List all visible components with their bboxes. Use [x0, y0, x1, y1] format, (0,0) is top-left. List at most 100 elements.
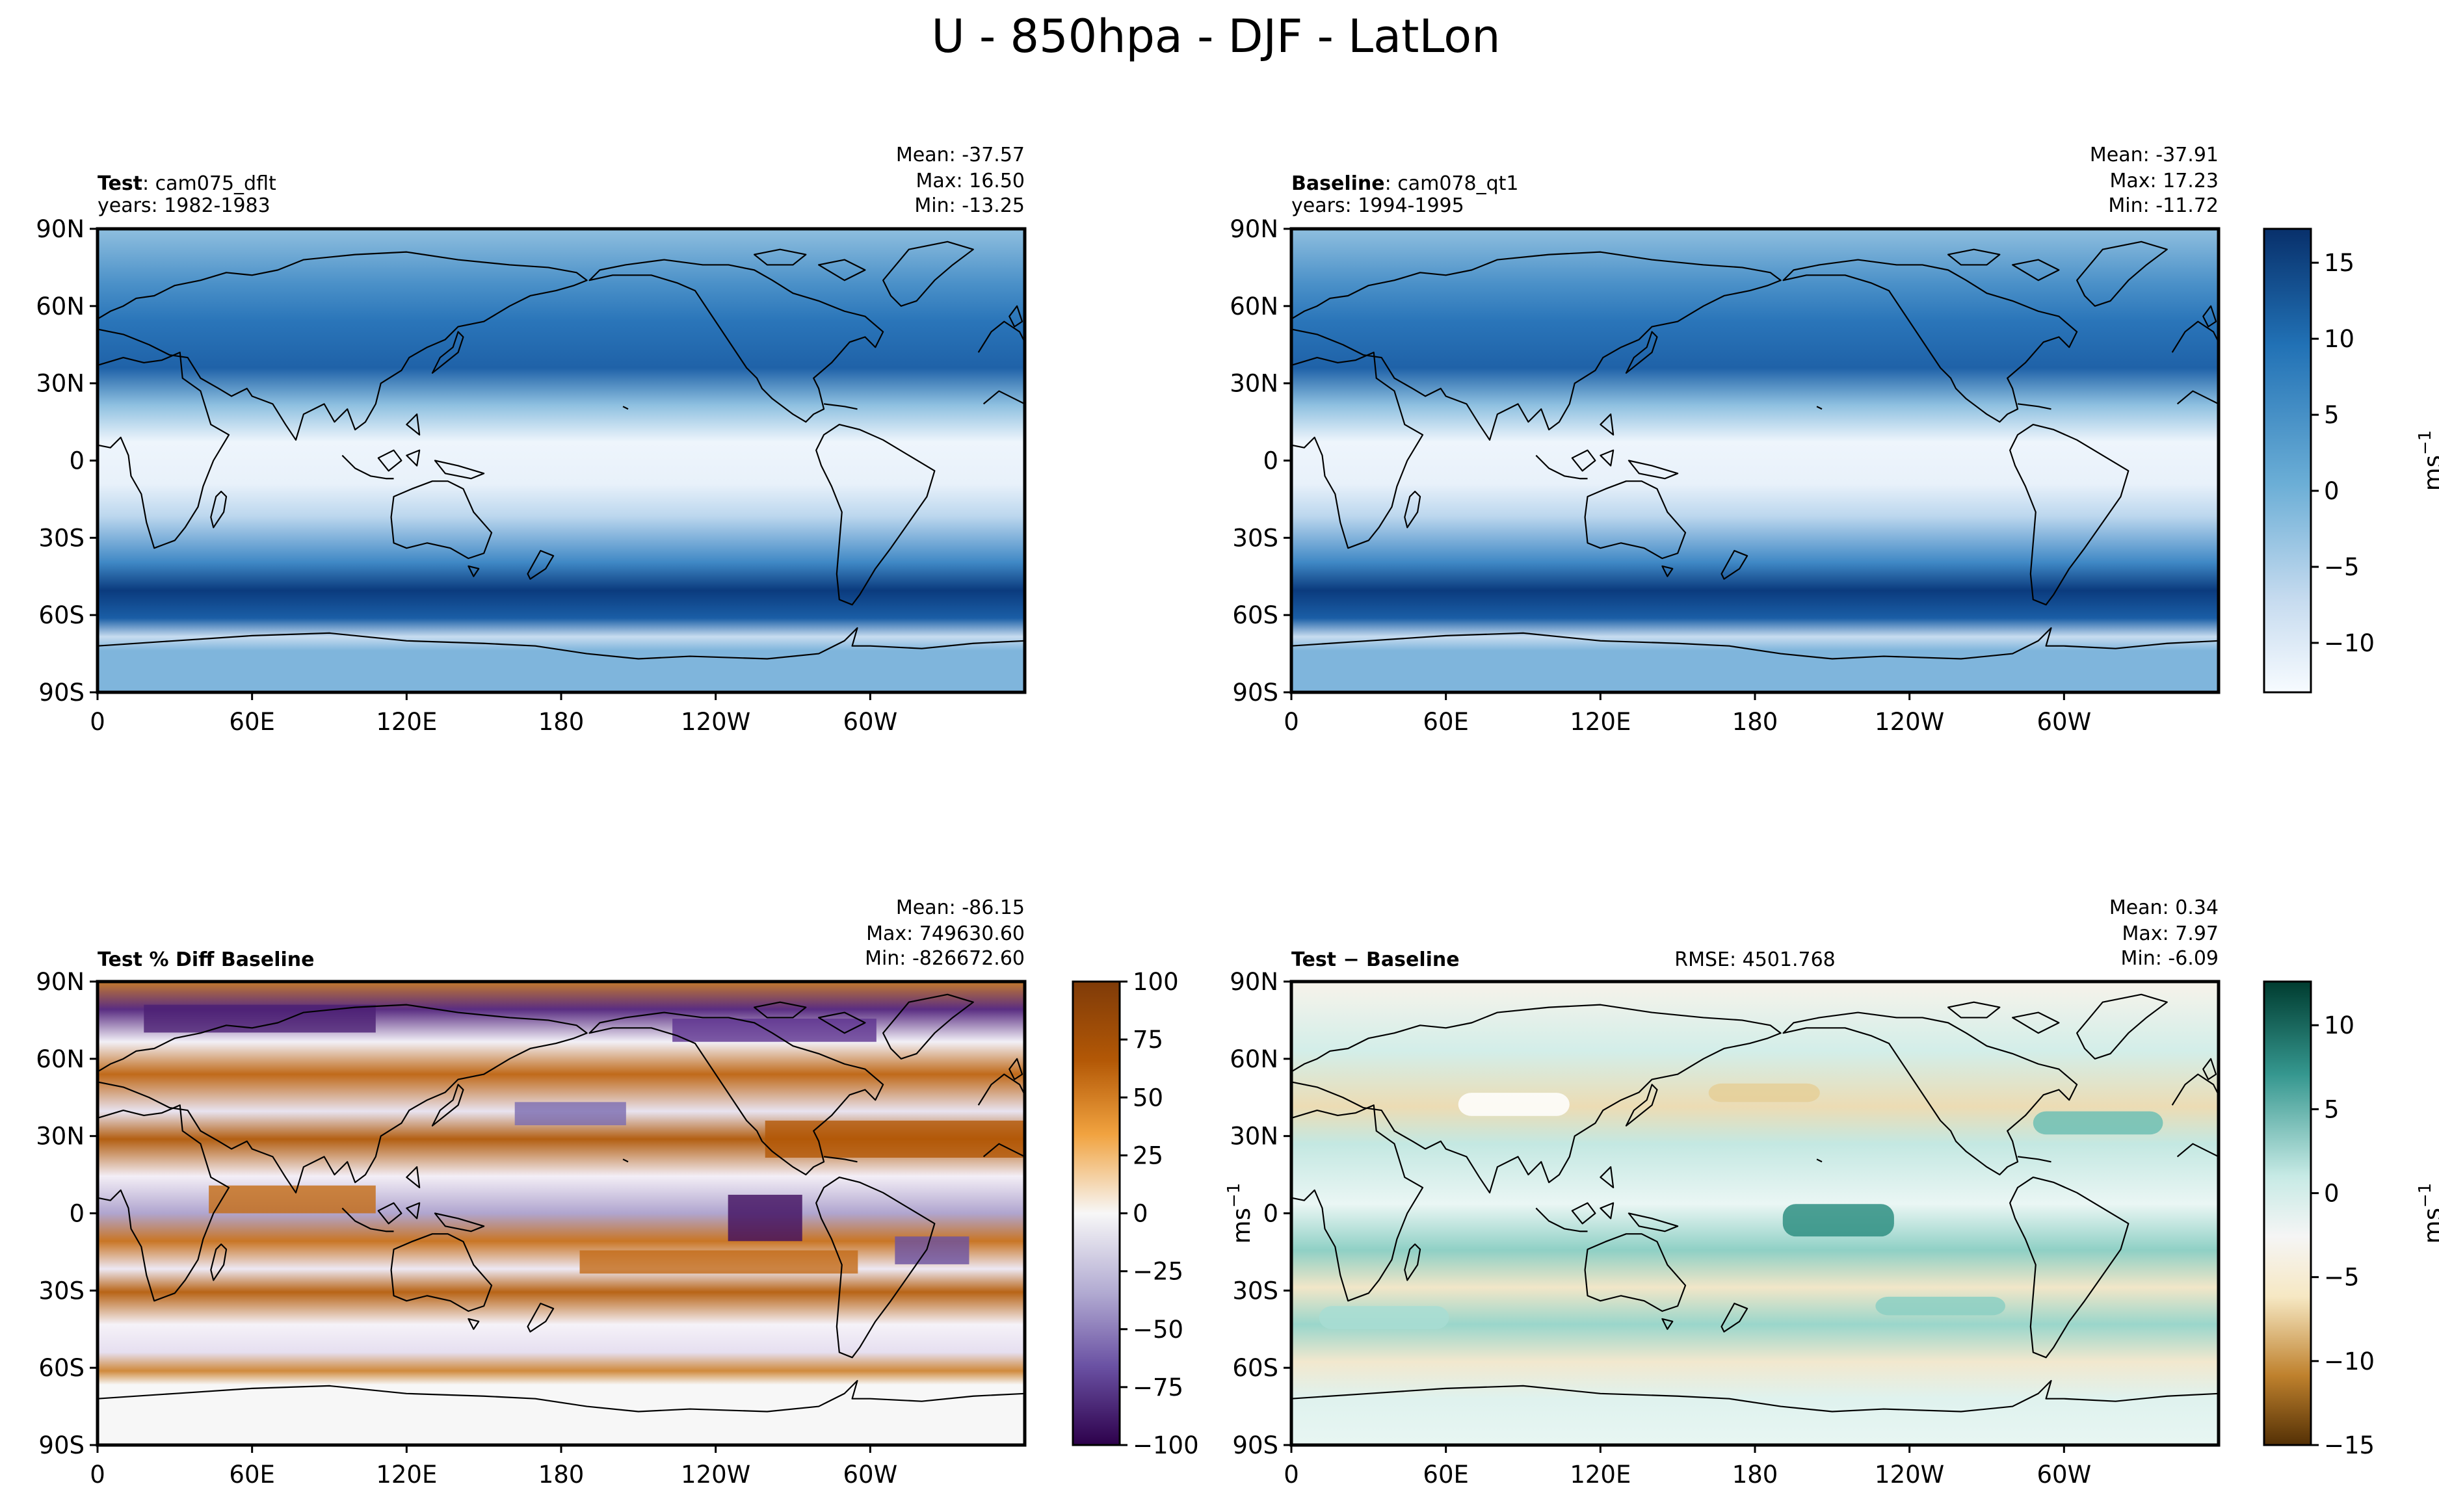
- baseline-stat-max: Max: 17.23: [2109, 170, 2219, 192]
- diff-colorbar-tick-label: −10: [2324, 1348, 2375, 1375]
- baseline-xtick-label: 0: [1284, 708, 1299, 736]
- test-xtick-label: 180: [538, 708, 585, 736]
- pctdiff-stat-mean: Mean: -86.15: [896, 896, 1025, 919]
- test-ytick-label: 30S: [38, 524, 85, 552]
- pctdiff-colorbar-tick-label: 100: [1133, 968, 1179, 996]
- pctdiff-colorbar-tick-label: 0: [1133, 1200, 1148, 1228]
- pctdiff-ytick-label: 30S: [38, 1277, 85, 1305]
- pctdiff-patch: [672, 1019, 877, 1042]
- diff-colorbar: [2263, 980, 2312, 1446]
- pctdiff-patch: [514, 1102, 626, 1126]
- pctdiff-stat-max: Max: 749630.60: [866, 922, 1025, 945]
- diff-ytick-label: 90S: [1232, 1431, 1278, 1459]
- baseline-years: years: 1994-1995: [1291, 194, 1464, 217]
- figure-title: U - 850hpa - DJF - LatLon: [932, 10, 1501, 63]
- pctdiff-colorbar-tick-label: 25: [1133, 1141, 1163, 1169]
- diff-ytick-label: 60N: [1230, 1045, 1278, 1073]
- test-xtick-label: 120E: [376, 708, 437, 736]
- diff-colorbar-unit-sup: −1: [2416, 1183, 2435, 1208]
- pctdiff-ytick-label: 60S: [38, 1354, 85, 1382]
- pctdiff-patch: [209, 1185, 376, 1214]
- diff-ytick-label: 60S: [1232, 1354, 1278, 1382]
- diff-ytick-label: 90N: [1230, 968, 1278, 996]
- baseline-label-bold: Baseline: [1291, 172, 1385, 195]
- pctdiff-xtick-label: 60E: [229, 1461, 274, 1489]
- diff-patch: [1458, 1093, 1570, 1116]
- baseline-colorbar-tick-label: 5: [2324, 401, 2340, 429]
- test-stat-min: Min: -13.25: [914, 194, 1025, 217]
- baseline-xtick-label: 180: [1732, 708, 1778, 736]
- pctdiff-patch: [765, 1120, 1025, 1158]
- baseline-ytick-label: 30N: [1230, 370, 1278, 398]
- test-years: years: 1982-1983: [98, 194, 270, 217]
- pctdiff-colorbar-tick-label: −50: [1133, 1316, 1183, 1344]
- baseline-colorbar-tick-label: 0: [2324, 477, 2340, 505]
- diff-xtick-label: 120W: [1875, 1461, 1944, 1489]
- baseline-ytick-label: 60N: [1230, 293, 1278, 320]
- baseline-stat-mean: Mean: -37.91: [2090, 144, 2219, 166]
- baseline-colorbar-tick-label: 10: [2324, 325, 2354, 353]
- diff-patch: [1319, 1306, 1449, 1329]
- baseline-xtick-label: 60W: [2037, 708, 2091, 736]
- diff-label: Test − Baseline: [1291, 948, 1460, 971]
- baseline-ytick-label: 90S: [1232, 679, 1278, 707]
- diff-patch: [1875, 1296, 2006, 1316]
- diff-colorbar-tick-label: 10: [2324, 1011, 2354, 1039]
- test-stat-mean: Mean: -37.57: [896, 144, 1025, 166]
- test-ytick-label: 0: [69, 447, 85, 475]
- pctdiff-colorbar-tick-label: −25: [1133, 1258, 1183, 1286]
- pctdiff-xtick-label: 60W: [843, 1461, 897, 1489]
- diff-colorbar-tick-label: −15: [2324, 1431, 2375, 1459]
- baseline-field: [1291, 229, 2219, 692]
- baseline-label: Baseline: cam078_qt1: [1291, 172, 1519, 195]
- baseline-colorbar-tick-label: 15: [2324, 249, 2354, 277]
- pctdiff-colorbar-tick-label: −75: [1133, 1374, 1183, 1401]
- test-xtick-label: 0: [90, 708, 105, 736]
- pctdiff-colorbar-tick-label: −100: [1133, 1431, 1199, 1459]
- diff-colorbar-tick-label: 5: [2324, 1095, 2340, 1123]
- diff-colorbar-unit: ms−1: [2416, 1183, 2439, 1244]
- pctdiff-colorbar-unit-base: ms: [1228, 1208, 1256, 1244]
- baseline-ytick-label: 0: [1263, 447, 1278, 475]
- test-field: [98, 229, 1025, 692]
- diff-rmse: RMSE: 4501.768: [1674, 948, 1836, 971]
- baseline-stat-min: Min: -11.72: [2108, 194, 2219, 217]
- pctdiff-patch: [728, 1194, 802, 1242]
- pctdiff-ytick-label: 0: [69, 1200, 85, 1228]
- test-ytick-label: 60N: [36, 293, 85, 320]
- pctdiff-colorbar-unit: ms−1: [1224, 1183, 1256, 1244]
- baseline-colorbar: [2263, 228, 2312, 694]
- test-ytick-label: 60S: [38, 601, 85, 629]
- baseline-xtick-label: 120W: [1875, 708, 1944, 736]
- test-label: Test: cam075_dflt: [98, 172, 276, 195]
- test-ytick-label: 30N: [36, 370, 85, 398]
- diff-xtick-label: 60E: [1423, 1461, 1468, 1489]
- pctdiff-xtick-label: 120E: [376, 1461, 437, 1489]
- pctdiff-colorbar-unit-sup: −1: [1224, 1183, 1244, 1208]
- diff-patch: [1782, 1204, 1894, 1237]
- pctdiff-xtick-label: 180: [538, 1461, 585, 1489]
- diff-colorbar-tick-label: −5: [2324, 1264, 2360, 1292]
- pctdiff-ytick-label: 90S: [38, 1431, 85, 1459]
- baseline-colorbar-unit-sup: −1: [2416, 430, 2435, 455]
- pctdiff-ytick-label: 30N: [36, 1123, 85, 1151]
- diff-stat-mean: Mean: 0.34: [2109, 896, 2219, 919]
- pctdiff-patch: [895, 1236, 969, 1264]
- diff-stat-max: Max: 7.97: [2122, 922, 2219, 945]
- pctdiff-colorbar: [1072, 980, 1121, 1446]
- diff-ytick-label: 30N: [1230, 1123, 1278, 1151]
- diff-stat-min: Min: -6.09: [2121, 947, 2219, 970]
- diff-patch: [2033, 1111, 2163, 1135]
- diff-xtick-label: 0: [1284, 1461, 1299, 1489]
- test-xtick-label: 60E: [229, 708, 274, 736]
- test-stat-max: Max: 16.50: [916, 170, 1025, 192]
- diff-xtick-label: 120E: [1570, 1461, 1631, 1489]
- pctdiff-colorbar-tick-label: 75: [1133, 1026, 1163, 1054]
- diff-colorbar-tick-label: 0: [2324, 1180, 2340, 1208]
- baseline-xtick-label: 60E: [1423, 708, 1468, 736]
- baseline-ytick-label: 60S: [1232, 601, 1278, 629]
- pctdiff-patch: [579, 1250, 858, 1274]
